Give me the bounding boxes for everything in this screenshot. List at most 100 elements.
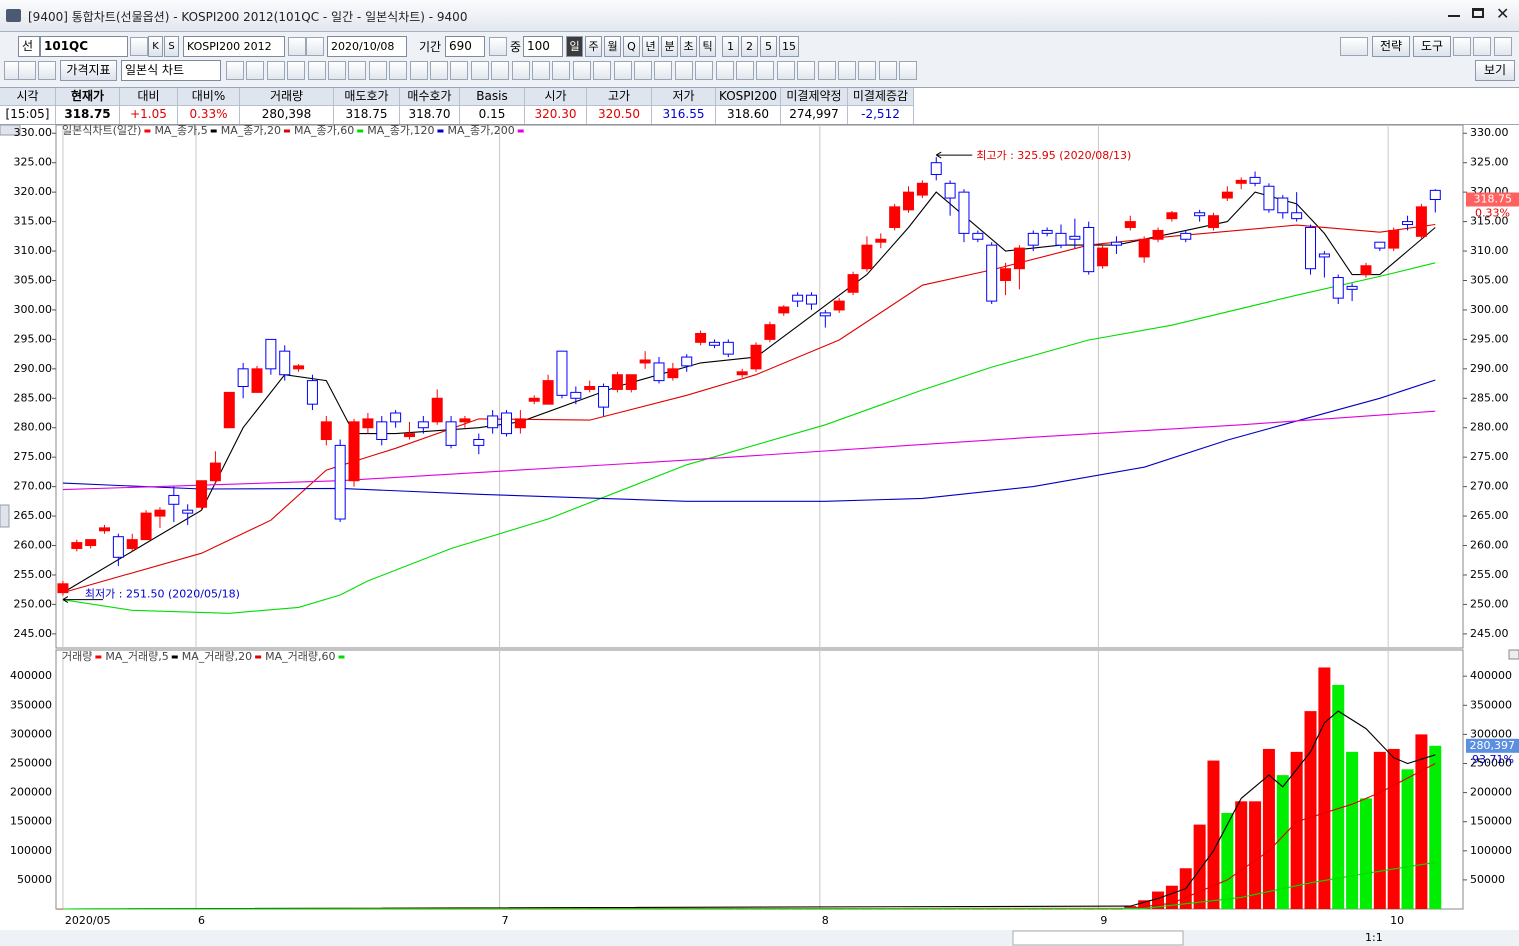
volume-bar xyxy=(1110,909,1123,910)
volume-bar xyxy=(805,909,818,910)
interval-button[interactable]: 월 xyxy=(604,36,621,57)
drawing-tool[interactable] xyxy=(899,61,917,80)
interval-button[interactable]: 분 xyxy=(661,36,678,57)
period-icon[interactable] xyxy=(489,37,507,56)
interval-button[interactable]: 일 xyxy=(566,36,583,57)
candle-body xyxy=(1110,241,1122,246)
maximize[interactable] xyxy=(1472,8,1484,18)
tool-button[interactable]: 도구 xyxy=(1413,36,1451,57)
drawing-tool[interactable] xyxy=(654,61,672,80)
candle-body xyxy=(847,274,859,293)
candle-body xyxy=(209,462,221,482)
candle-body xyxy=(403,433,415,438)
close[interactable]: ✕ xyxy=(1496,4,1510,23)
drawing-tool[interactable] xyxy=(410,61,428,80)
drawing-tool[interactable] xyxy=(879,61,897,80)
period-field[interactable]: 690 xyxy=(445,36,485,57)
drawing-tool[interactable] xyxy=(614,61,632,80)
y-tick-label: 275.00 xyxy=(14,450,53,463)
legend-label: MA_거래량,20 xyxy=(182,650,252,663)
drawing-tool[interactable] xyxy=(736,61,754,80)
drawing-tool[interactable] xyxy=(471,61,489,80)
drawing-tool[interactable] xyxy=(838,61,856,80)
interval-button[interactable]: 1 xyxy=(722,36,739,57)
code-field[interactable]: 101QC xyxy=(40,36,128,57)
candle-body xyxy=(708,341,720,346)
drawing-tool[interactable] xyxy=(430,61,448,80)
scrollbar[interactable] xyxy=(1012,930,1184,946)
drawing-tool[interactable] xyxy=(818,61,836,80)
drawing-tool[interactable] xyxy=(328,61,346,80)
ratio-label: 93.71% xyxy=(1472,753,1514,766)
window-icon[interactable] xyxy=(1453,37,1471,56)
cloud-icon[interactable] xyxy=(1340,37,1368,56)
table-header: 대비 xyxy=(120,88,178,106)
nav-icon[interactable] xyxy=(18,61,36,80)
candle-body xyxy=(1207,215,1219,228)
drawing-tool[interactable] xyxy=(797,61,815,80)
drawing-tool[interactable] xyxy=(450,61,468,80)
drawing-tool[interactable] xyxy=(491,61,509,80)
search-icon[interactable] xyxy=(130,37,148,56)
drawing-tool[interactable] xyxy=(287,61,305,80)
tool-button[interactable]: 전략 xyxy=(1372,36,1410,57)
window-icon[interactable] xyxy=(1494,37,1512,56)
panel-close[interactable] xyxy=(1508,649,1519,660)
y-tick-label: 315.00 xyxy=(14,215,53,228)
drawing-tool[interactable] xyxy=(246,61,264,80)
date-field[interactable]: 2020/10/08 xyxy=(327,36,407,57)
y-tick-label: 100000 xyxy=(10,844,52,857)
drawing-tool[interactable] xyxy=(777,61,795,80)
drawing-tool[interactable] xyxy=(552,61,570,80)
volume-bar xyxy=(611,909,624,910)
drawing-tool[interactable] xyxy=(267,61,285,80)
drawing-tool[interactable] xyxy=(532,61,550,80)
drawing-tool[interactable] xyxy=(226,61,244,80)
drawing-tool[interactable] xyxy=(389,61,407,80)
minimize[interactable] xyxy=(1448,15,1460,17)
drawing-tool[interactable] xyxy=(634,61,652,80)
interval-button[interactable]: 15 xyxy=(779,36,799,57)
interval-button[interactable]: Q xyxy=(623,36,640,57)
y-tick-label: 305.00 xyxy=(14,273,53,286)
prev-button[interactable] xyxy=(306,37,324,56)
drawing-tool[interactable] xyxy=(573,61,591,80)
instrument-field[interactable]: KOSPI200 2012 xyxy=(183,36,285,57)
drawing-tool[interactable] xyxy=(695,61,713,80)
drawing-tool[interactable] xyxy=(858,61,876,80)
zoom-field[interactable]: 100 xyxy=(523,36,563,57)
candle-body xyxy=(1000,268,1012,281)
market-select[interactable]: 선 xyxy=(18,36,40,57)
drawing-tool[interactable] xyxy=(716,61,734,80)
y-tick-label: 325.00 xyxy=(14,156,53,169)
next-button[interactable] xyxy=(288,37,306,56)
interval-button[interactable]: 틱 xyxy=(699,36,716,57)
drawing-tool[interactable] xyxy=(593,61,611,80)
interval-button[interactable]: 년 xyxy=(642,36,659,57)
candle-body xyxy=(265,338,277,370)
drawing-tool[interactable] xyxy=(369,61,387,80)
drawing-tool[interactable] xyxy=(308,61,326,80)
volume-bar xyxy=(902,909,915,910)
nav-button[interactable] xyxy=(0,124,21,136)
candle-body xyxy=(168,494,180,505)
interval-button[interactable]: 초 xyxy=(680,36,697,57)
drawing-tool[interactable] xyxy=(675,61,693,80)
volume-bar xyxy=(736,909,749,910)
chart-style-select[interactable]: 일본식 차트 xyxy=(121,60,221,81)
drawing-tool[interactable] xyxy=(756,61,774,80)
nav-icon[interactable] xyxy=(38,61,56,80)
drawing-tool[interactable] xyxy=(512,61,530,80)
volume-bar xyxy=(1193,824,1206,909)
interval-button[interactable]: 5 xyxy=(760,36,777,57)
view-button[interactable]: 보기 xyxy=(1475,60,1515,81)
window-icon[interactable] xyxy=(1473,37,1491,56)
volume-bar xyxy=(639,909,652,910)
code-button[interactable]: K xyxy=(148,36,163,57)
interval-button[interactable]: 2 xyxy=(741,36,758,57)
indicator-button[interactable]: 가격지표 xyxy=(60,60,117,81)
interval-button[interactable]: 주 xyxy=(585,36,602,57)
drawing-tool[interactable] xyxy=(348,61,366,80)
side-toggle[interactable] xyxy=(0,504,10,528)
code-button[interactable]: S xyxy=(164,36,179,57)
